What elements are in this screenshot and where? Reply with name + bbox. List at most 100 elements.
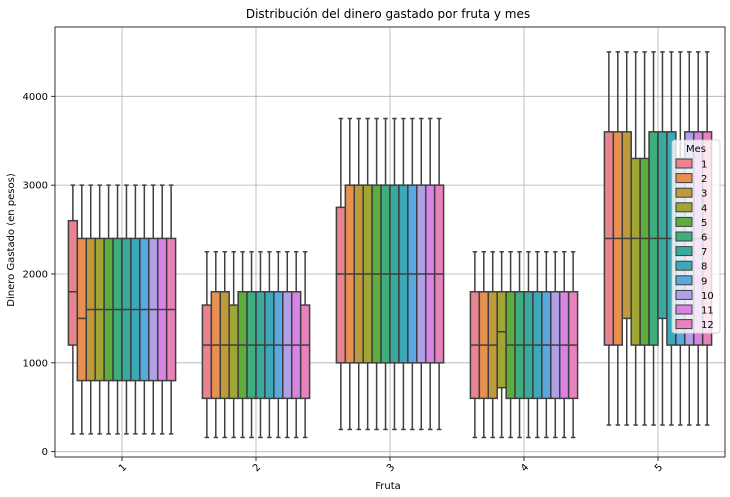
box-11-fruta-2 (290, 251, 302, 439)
legend-label: 6 (701, 233, 707, 244)
box-11-fruta-1 (156, 184, 168, 435)
box-body (496, 291, 507, 389)
legend-swatch (675, 231, 693, 242)
box-body (201, 304, 213, 400)
legend-swatch (675, 260, 693, 271)
legend-label: 4 (701, 203, 707, 214)
box-2-fruta-1 (76, 184, 88, 435)
box-12-fruta-1 (165, 184, 177, 435)
legend-label: 2 (701, 174, 707, 185)
box-4-fruta-2 (228, 251, 239, 439)
box-4-fruta-5 (630, 51, 641, 426)
legend-label: 8 (701, 262, 707, 273)
box-6-fruta-4 (514, 251, 525, 439)
box-9-fruta-3 (407, 117, 418, 431)
y-tick-label: 1000 (23, 358, 48, 369)
box-4-fruta-1 (94, 184, 105, 435)
x-tick-label: 1 (117, 462, 129, 474)
box-4-fruta-3 (362, 117, 373, 431)
legend-swatch (675, 275, 693, 286)
box-12-fruta-2 (299, 251, 311, 439)
legend-swatch (675, 187, 693, 198)
box-10-fruta-4 (550, 251, 561, 439)
box-body (630, 157, 641, 346)
legend-label: 1 (701, 160, 707, 171)
box-body (657, 131, 668, 320)
x-tick-label: 3 (385, 462, 397, 474)
box-3-fruta-2 (219, 251, 230, 439)
box-5-fruta-1 (103, 184, 114, 435)
legend-swatch (675, 202, 693, 213)
y-tick-label: 2000 (23, 269, 48, 280)
box-1-fruta-4 (469, 251, 481, 439)
box-5-fruta-2 (237, 251, 248, 439)
box-body (335, 206, 347, 364)
legend-swatch (675, 289, 693, 300)
box-3-fruta-1 (85, 184, 96, 435)
legend-swatch (675, 216, 693, 227)
legend-swatch (675, 319, 693, 330)
box-2-fruta-3 (344, 117, 356, 431)
y-axis-label: Dinero Gastado (en pesos) (6, 173, 17, 307)
legend-swatch (675, 173, 693, 184)
y-tick-label: 0 (42, 447, 48, 458)
box-3-fruta-5 (621, 51, 632, 426)
box-7-fruta-1 (121, 184, 132, 435)
box-12-fruta-3 (433, 117, 445, 431)
y-tick-label: 4000 (23, 92, 48, 103)
legend-swatch (675, 304, 693, 315)
box-body (76, 237, 88, 382)
box-10-fruta-1 (148, 184, 159, 435)
box-8-fruta-2 (264, 251, 275, 439)
box-4-fruta-4 (496, 251, 507, 439)
box-8-fruta-4 (532, 251, 543, 439)
box-2-fruta-2 (210, 251, 222, 439)
box-8-fruta-3 (398, 117, 409, 431)
box-6-fruta-3 (380, 117, 391, 431)
box-body (228, 304, 239, 400)
boxes (67, 51, 713, 439)
box-body (621, 131, 632, 320)
box-11-fruta-4 (558, 251, 570, 439)
box-1-fruta-1 (67, 184, 79, 435)
box-10-fruta-2 (282, 251, 293, 439)
chart-title: Distribución del dinero gastado por frut… (246, 7, 530, 21)
box-2-fruta-5 (612, 51, 624, 426)
box-1-fruta-5 (603, 51, 615, 426)
box-7-fruta-4 (523, 251, 534, 439)
box-body (299, 304, 311, 400)
box-1-fruta-2 (201, 251, 213, 439)
box-5-fruta-4 (505, 251, 516, 439)
box-3-fruta-3 (353, 117, 364, 431)
box-9-fruta-1 (139, 184, 150, 435)
x-axis-label: Fruta (375, 481, 401, 492)
legend-swatch (675, 158, 693, 169)
box-8-fruta-1 (130, 184, 141, 435)
box-3-fruta-4 (487, 251, 498, 439)
box-12-fruta-4 (567, 251, 579, 439)
box-10-fruta-3 (416, 117, 427, 431)
legend-label: 12 (701, 320, 714, 331)
box-7-fruta-2 (255, 251, 266, 439)
legend-label: 9 (701, 276, 707, 287)
box-1-fruta-3 (335, 117, 347, 431)
legend-label: 7 (701, 247, 707, 258)
box-2-fruta-4 (478, 251, 490, 439)
legend-label: 3 (701, 189, 707, 200)
box-9-fruta-4 (541, 251, 552, 439)
box-6-fruta-2 (246, 251, 257, 439)
box-body (67, 219, 79, 346)
box-6-fruta-1 (112, 184, 123, 435)
x-tick-label: 2 (251, 462, 263, 474)
box-body (639, 157, 650, 346)
legend-title: Mes (686, 144, 706, 155)
box-5-fruta-5 (639, 51, 650, 426)
legend-label: 5 (701, 218, 707, 229)
legend-swatch (675, 246, 693, 257)
legend-label: 11 (701, 306, 714, 317)
x-tick-label: 5 (653, 462, 665, 474)
x-tick-label: 4 (519, 462, 531, 474)
box-5-fruta-3 (371, 117, 382, 431)
